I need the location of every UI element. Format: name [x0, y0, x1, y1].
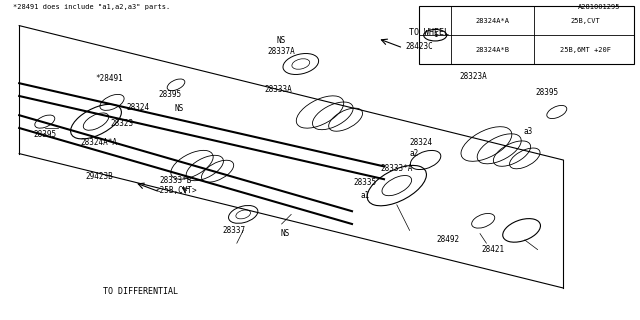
Text: 25B,6MT +20F: 25B,6MT +20F [560, 47, 611, 52]
Text: 28323: 28323 [110, 119, 133, 128]
Text: 28324: 28324 [410, 138, 433, 147]
Text: 28324A*A: 28324A*A [81, 138, 118, 147]
Text: TO DIFFERENTIAL: TO DIFFERENTIAL [103, 287, 179, 296]
Text: 28335: 28335 [353, 178, 376, 187]
Text: NS: NS [175, 104, 184, 113]
FancyBboxPatch shape [419, 6, 634, 64]
Text: *28491 does include "a1,a2,a3" parts.: *28491 does include "a1,a2,a3" parts. [13, 4, 170, 10]
Text: 28333A: 28333A [264, 85, 292, 94]
Text: 28395: 28395 [536, 88, 559, 97]
Text: 28423C: 28423C [405, 42, 433, 51]
Text: 28395: 28395 [158, 90, 181, 99]
Text: 28337: 28337 [222, 226, 245, 235]
Text: NS: NS [280, 229, 289, 238]
Text: 28324A*A: 28324A*A [476, 18, 510, 24]
Text: a2: a2 [410, 149, 419, 158]
Text: 28324: 28324 [126, 103, 149, 112]
Text: 28324A*B: 28324A*B [476, 47, 510, 52]
Text: 28421: 28421 [481, 245, 504, 254]
Text: 1: 1 [433, 32, 437, 38]
Text: NS: NS [277, 36, 286, 44]
Text: 28492: 28492 [436, 236, 460, 244]
Text: a1: a1 [360, 191, 369, 200]
Text: TO WHEEL: TO WHEEL [409, 28, 449, 36]
Text: 28395: 28395 [33, 130, 56, 139]
Text: 28337A: 28337A [268, 47, 296, 56]
Text: 29423B: 29423B [85, 172, 113, 180]
Text: 28323A: 28323A [460, 72, 488, 81]
Text: 28333*B
<25B,CVT>: 28333*B <25B,CVT> [155, 176, 197, 195]
Text: *28491: *28491 [95, 74, 123, 83]
Text: 25B,CVT: 25B,CVT [571, 18, 600, 24]
Text: 28333*A: 28333*A [381, 164, 413, 172]
Text: a3: a3 [524, 127, 532, 136]
Text: A281001295: A281001295 [579, 4, 621, 10]
